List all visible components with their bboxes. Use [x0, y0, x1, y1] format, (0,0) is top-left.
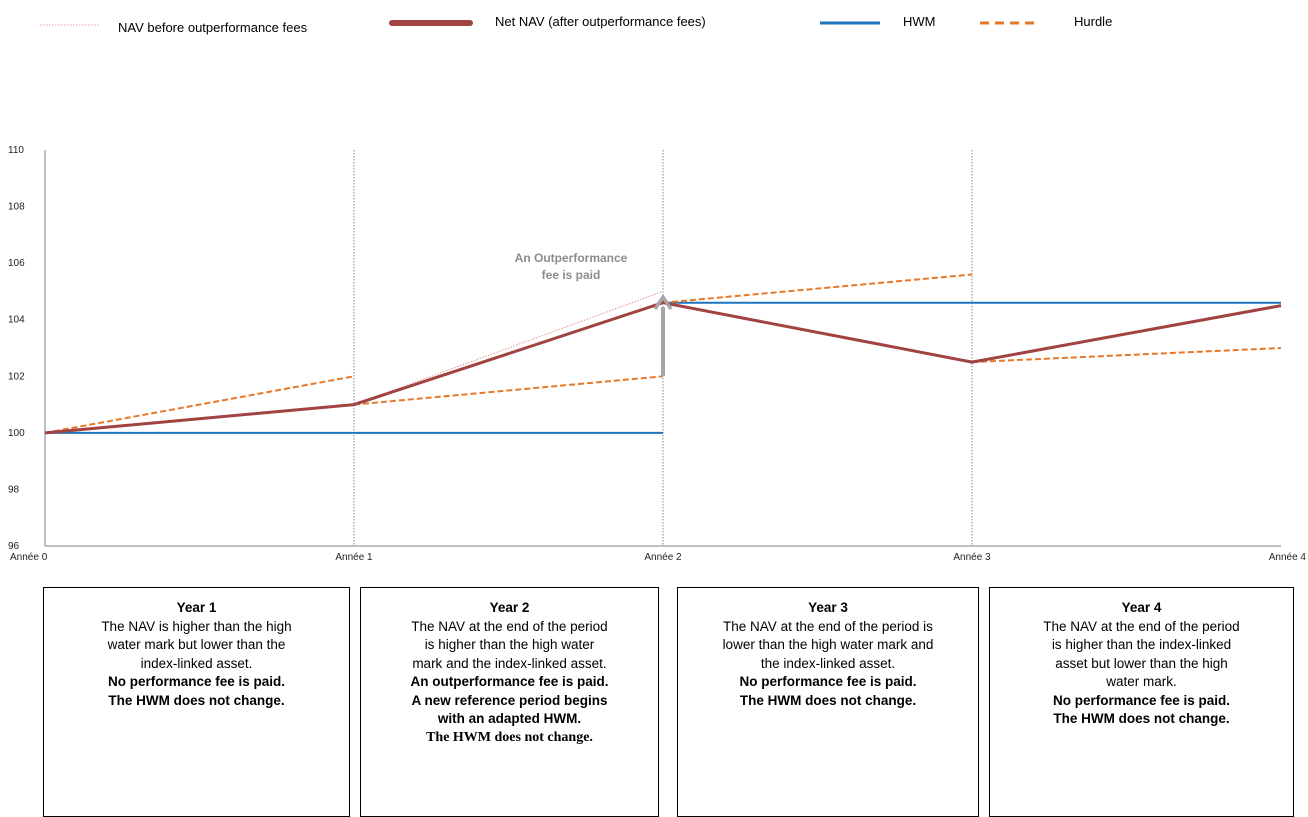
box-title: Year 3	[808, 600, 848, 615]
box-bold-line: A new reference period begins	[411, 692, 608, 708]
box-bold-line: The HWM does not change.	[108, 692, 285, 708]
box-text-line: The NAV at the end of the period is	[723, 618, 933, 634]
annotation: An Outperformance fee is paid	[515, 251, 673, 377]
legend-label-0: NAV before outperformance fees	[118, 20, 308, 35]
box-text-line: index-linked asset.	[140, 655, 253, 671]
box-title: Year 4	[1121, 600, 1162, 615]
y-tick-100: 100	[8, 428, 25, 439]
box-text-line: water mark but lower than the	[107, 637, 286, 652]
y-tick-108: 108	[8, 202, 25, 213]
legend: NAV before outperformance fees Net NAV (a…	[40, 14, 1112, 35]
box-bold-line: The HWM does not change.	[1053, 711, 1230, 726]
y-tick-104: 104	[8, 315, 25, 326]
annotation-line-0: An Outperformance	[515, 251, 628, 265]
box-bold-line: with an adapted HWM.	[437, 711, 582, 726]
box-bold-line: No performance fee is paid.	[739, 674, 917, 689]
box-serif-line: The HWM does not change.	[426, 729, 593, 745]
box-bold-line: No performance fee is paid.	[1052, 692, 1231, 708]
y-tick-98: 98	[8, 484, 20, 495]
y-tick-102: 102	[8, 371, 25, 382]
series-1-segment-0	[44, 301, 1282, 435]
box-text-line: The NAV is higher than the high	[101, 618, 292, 634]
series-3-segment-2	[662, 273, 973, 304]
series-3-segment-1	[353, 375, 664, 406]
year-2-box: Year 2 The NAV at the end of the period is…	[360, 587, 659, 817]
x-tick-3: Année 3	[953, 552, 991, 563]
box-text-line: lower than the high water mark and	[722, 637, 934, 652]
year-1-box: Year 1 The NAV is higher than the high wat…	[43, 587, 350, 817]
series-3-segment-0	[44, 375, 355, 434]
annotation-line-1: fee is paid	[542, 268, 601, 282]
x-tick-4: Année 4	[1269, 552, 1307, 563]
y-tick-106: 106	[8, 258, 25, 269]
box-title: Year 2	[489, 600, 530, 615]
box-text-line: mark and the index-linked asset.	[412, 655, 607, 671]
box-text-line: is higher than the index-linked	[1051, 637, 1232, 652]
legend-label-2: HWM	[903, 14, 936, 29]
series-group	[44, 273, 1282, 435]
box-title: Year 1	[176, 600, 217, 615]
x-tick-2: Année 2	[644, 552, 682, 563]
box-text-line: is higher than the high water	[424, 637, 595, 652]
x-tick-1: Année 1	[335, 552, 373, 563]
x-tick-0: Année 0	[10, 552, 48, 563]
box-bold-line: The HWM does not change.	[739, 692, 917, 708]
series-3-segment-3	[971, 347, 1282, 364]
y-tick-110: 110	[8, 145, 24, 156]
box-bold-line: No performance fee is paid.	[107, 674, 286, 689]
year-4-box: Year 4 The NAV at the end of the period is…	[989, 587, 1294, 817]
axes: 96 98 100 102 104 106 108 110 Année 0 Année 1 Anné…	[8, 145, 1306, 563]
box-text-line: The NAV at the end of the period	[411, 618, 608, 634]
box-text-line: asset but lower than the high	[1055, 655, 1228, 671]
chart: NAV before outperformance fees Net NAV (a…	[8, 14, 1306, 563]
box-text-line: The NAV at the end of the period	[1043, 618, 1240, 634]
legend-label-3: Hurdle	[1074, 14, 1112, 29]
year-3-box: Year 3 The NAV at the end of the period i…	[677, 587, 979, 817]
y-tick-96: 96	[8, 541, 20, 552]
box-text-line: water mark.	[1106, 674, 1177, 689]
box-bold-line: An outperformance fee is paid.	[410, 674, 609, 689]
fee-arrow-head	[653, 293, 673, 311]
legend-label-1: Net NAV (after outperformance fees)	[495, 14, 706, 29]
box-text-line: the index-linked asset.	[760, 655, 896, 671]
